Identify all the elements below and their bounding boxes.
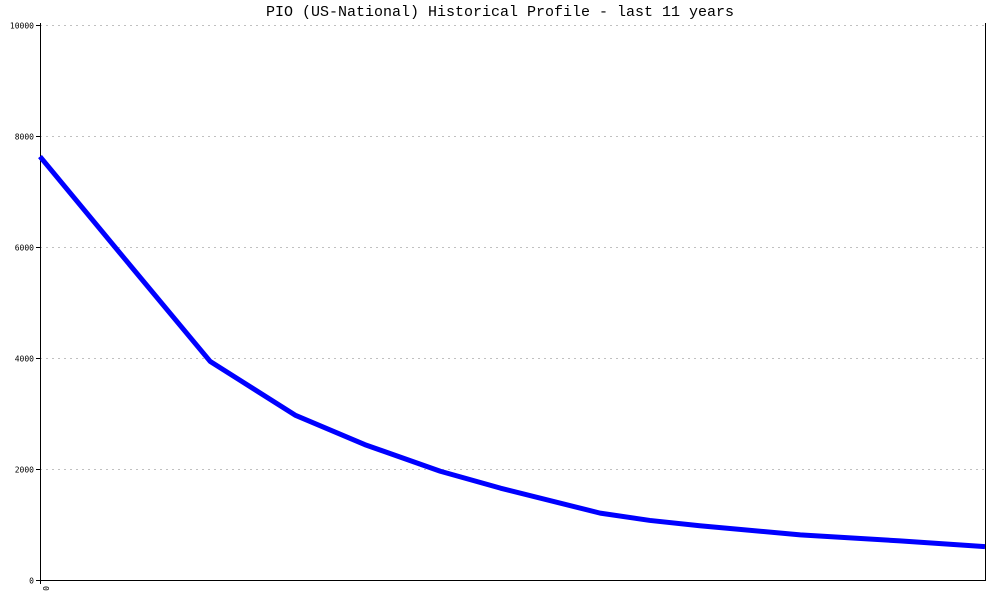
series-line [38, 154, 986, 550]
chart-title: PIO (US-National) Historical Profile - l… [265, 4, 735, 21]
y-tick-label: 4000 [15, 355, 34, 364]
y-tick-label: 6000 [15, 244, 34, 253]
y-tick-label: 8000 [15, 133, 34, 142]
y-tick-label: 2000 [15, 466, 34, 475]
y-tick-label: 0 [29, 577, 34, 586]
y-tick-label: 10000 [10, 22, 34, 31]
x-tick-label: 0 [41, 586, 50, 591]
